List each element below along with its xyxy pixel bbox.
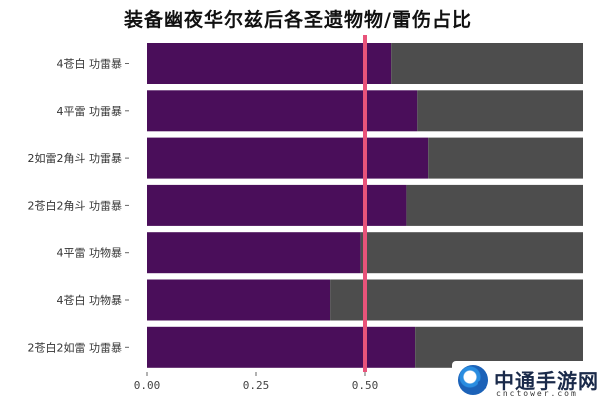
- watermark-url: cnctower.com: [496, 389, 578, 398]
- bar-series2-1: [417, 90, 583, 132]
- watermark: 中通手游网 cnctower.com: [452, 361, 604, 401]
- bar-series1-4: [147, 232, 361, 274]
- category-label-6: 2苍白2如雷 功雷暴: [28, 340, 123, 354]
- bar-series1-3: [147, 184, 407, 226]
- bar-series2-2: [428, 137, 583, 179]
- bar-series2-6: [415, 326, 583, 368]
- category-label-1: 4平雷 功雷暴: [57, 105, 123, 118]
- bar-series2-5: [330, 279, 583, 321]
- bar-series1-5: [147, 279, 331, 321]
- category-label-0: 4苍白 功雷暴: [57, 57, 123, 71]
- watermark-name: 中通手游网: [494, 369, 599, 393]
- site-logo-icon: [458, 365, 488, 395]
- x-tick-label-1: 0.25: [243, 379, 270, 392]
- category-label-2: 2如雷2角斗 功雷暴: [28, 151, 123, 165]
- bar-series1-0: [147, 43, 392, 84]
- bar-series1-2: [147, 137, 429, 179]
- bar-series2-0: [391, 43, 583, 84]
- category-label-3: 2苍白2角斗 功雷暴: [28, 198, 123, 212]
- bar-series2-3: [406, 184, 583, 226]
- bar-series2-4: [360, 232, 583, 274]
- x-tick-label-2: 0.50: [352, 379, 379, 392]
- bar-series1-1: [147, 90, 418, 132]
- x-tick-label-0: 0.00: [134, 379, 161, 392]
- bar-series1-6: [147, 326, 416, 368]
- category-label-5: 4苍白 功物暴: [57, 293, 123, 307]
- category-label-4: 4平雷 功物暴: [57, 246, 123, 260]
- chart-title: 装备幽夜华尔兹后各圣遗物物/雷伤占比: [124, 9, 472, 31]
